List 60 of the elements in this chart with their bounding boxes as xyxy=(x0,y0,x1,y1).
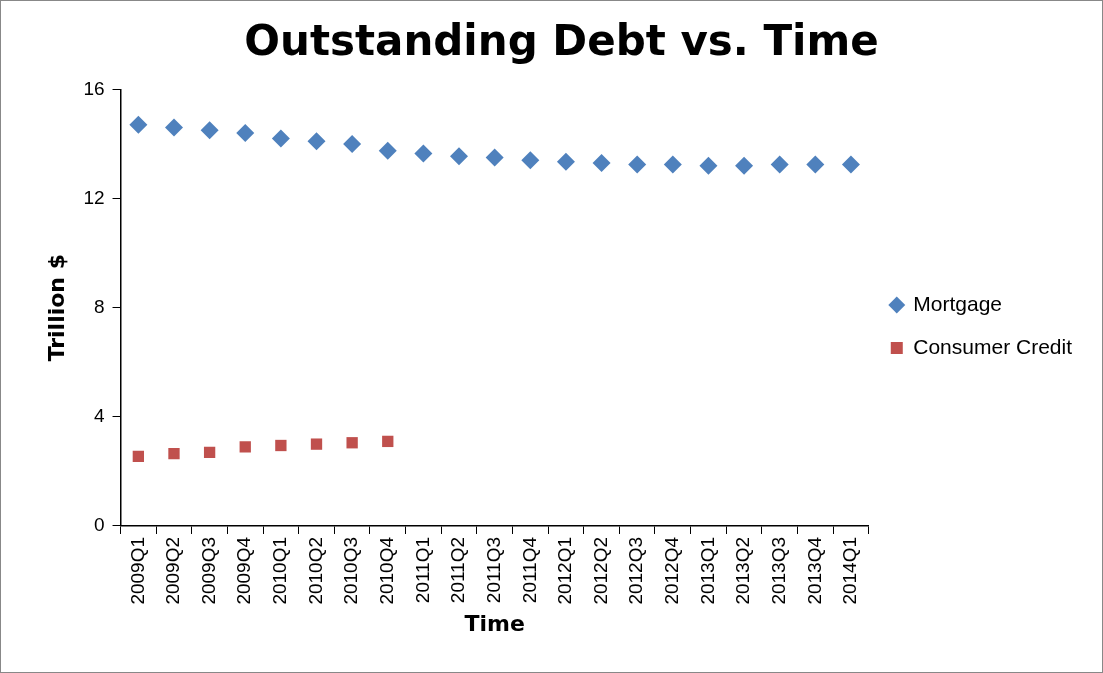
point xyxy=(239,441,251,453)
x-tick-label: 2014Q1 xyxy=(839,536,861,605)
point xyxy=(129,115,148,134)
x-tick-label: 2010Q4 xyxy=(376,536,397,605)
x-tick-label: 2012Q4 xyxy=(661,536,683,605)
x-tick-label: 2011Q4 xyxy=(518,536,540,604)
chart-title: Outstanding Debt vs. Time xyxy=(244,16,879,66)
point xyxy=(203,446,216,458)
point xyxy=(735,156,754,175)
x-tick-label: 2012Q1 xyxy=(554,536,576,605)
x-axis-title: Time xyxy=(464,610,525,636)
x-tick-label: 2011Q1 xyxy=(411,536,433,604)
x-tick-label: 2010Q3 xyxy=(340,536,362,605)
point xyxy=(663,155,682,174)
point xyxy=(556,152,575,171)
y-tick-label: 4 xyxy=(93,405,105,427)
y-axis-title: Trillion $ xyxy=(43,254,69,362)
point xyxy=(592,154,611,173)
legend-label: Consumer Credit xyxy=(913,334,1073,358)
point xyxy=(806,155,825,174)
point xyxy=(346,437,358,449)
x-tick-label: 2009Q1 xyxy=(126,536,148,605)
x-tick-label: 2012Q2 xyxy=(589,536,611,605)
legend-label: Mortgage xyxy=(913,291,1002,315)
x-tick-label: 2011Q2 xyxy=(447,536,469,604)
y-tick-label: 12 xyxy=(83,186,105,208)
x-tick-label: 2013Q4 xyxy=(803,536,825,605)
point xyxy=(628,155,647,174)
point xyxy=(200,121,219,140)
point xyxy=(382,435,394,448)
point xyxy=(414,144,433,163)
x-tick-label: 2009Q4 xyxy=(233,536,255,605)
x-tick-label: 2009Q3 xyxy=(197,536,219,605)
x-tick-label: 2010Q1 xyxy=(269,536,291,605)
point xyxy=(378,141,397,160)
point xyxy=(841,155,860,174)
point xyxy=(132,450,145,463)
point xyxy=(770,155,789,174)
point xyxy=(699,156,718,175)
point xyxy=(307,132,326,151)
point xyxy=(275,439,287,452)
y-tick-label: 16 xyxy=(83,77,105,99)
point xyxy=(164,118,183,137)
point xyxy=(521,151,540,170)
x-tick-label: 2009Q2 xyxy=(162,536,184,605)
y-tick-label: 8 xyxy=(93,295,105,317)
point xyxy=(343,134,362,153)
x-tick-label: 2012Q3 xyxy=(625,536,647,605)
point xyxy=(310,438,323,450)
y-tick-label: 0 xyxy=(93,514,105,536)
x-tick-label: 2013Q1 xyxy=(696,536,718,605)
x-tick-label: 2013Q2 xyxy=(732,536,754,605)
point xyxy=(450,147,469,166)
point xyxy=(236,124,255,143)
point xyxy=(271,129,290,148)
point xyxy=(168,448,180,460)
x-tick-label: 2011Q3 xyxy=(482,536,504,604)
point xyxy=(485,148,504,167)
x-tick-label: 2010Q2 xyxy=(304,536,326,605)
x-tick-label: 2013Q3 xyxy=(767,536,789,605)
